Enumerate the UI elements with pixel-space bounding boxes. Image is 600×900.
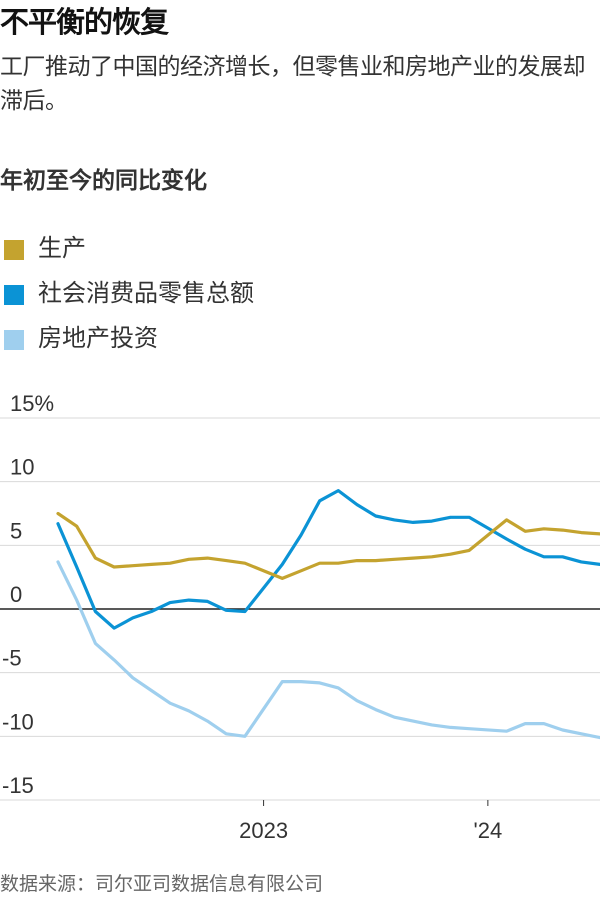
legend-label-production: 生产 [38,234,86,262]
y-tick-label: -5 [2,646,22,671]
series-line-property [56,560,600,740]
chart-headline: 不平衡的恢复 [0,5,169,39]
y-tick-label: 5 [10,518,22,543]
legend-item-retail: 社会消费品零售总额 [0,275,400,311]
chart-title: 年初至今的同比变化 [0,168,207,194]
series-line-retail [56,488,600,630]
legend-item-production: 生产 [0,230,400,266]
legend-item-property: 房地产投资 [0,320,400,356]
legend-label-retail: 社会消费品零售总额 [38,279,254,307]
series-line-production [56,511,600,580]
legend-swatch-retail [4,285,24,305]
line-chart: 15% 10 5 0 -5 -10 -15 2023 '24 [0,391,600,843]
y-tick-label: -15 [2,773,34,798]
x-tick-label: 2023 [239,818,288,843]
y-tick-label: 10 [10,455,34,480]
y-tick-label: 0 [10,582,22,607]
legend-swatch-production [4,240,24,260]
x-tick-label: '24 [474,818,503,843]
chart-subtitle: 工厂推动了中国的经济增长，但零售业和房地产业的发展却滞后。 [0,54,586,114]
y-tick-label: 15% [10,391,54,416]
legend-label-property: 房地产投资 [38,324,158,352]
y-tick-label: -10 [2,709,34,734]
legend-swatch-property [4,330,24,350]
source-note: 数据来源：司尔亚司数据信息有限公司 [0,873,324,895]
